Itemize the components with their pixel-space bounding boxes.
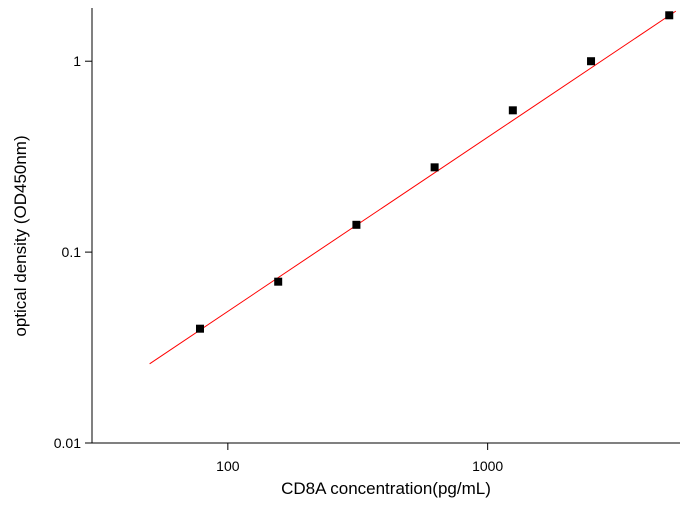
y-tick-label: 0.01 [54,435,81,451]
data-point [665,11,674,20]
data-point [508,106,517,115]
x-tick-label: 1000 [472,458,503,474]
fit-line [149,10,677,365]
data-point [587,57,596,66]
data-point [352,220,361,229]
y-tick-label: 1 [73,53,81,69]
data-point [430,163,439,172]
x-tick-label: 100 [216,458,240,474]
y-axis-label: optical density (OD450nm) [11,135,30,336]
y-tick-label: 0.1 [62,244,82,260]
data-point [195,324,204,333]
x-axis-label: CD8A concentration(pg/mL) [281,479,491,498]
data-point [274,277,283,286]
